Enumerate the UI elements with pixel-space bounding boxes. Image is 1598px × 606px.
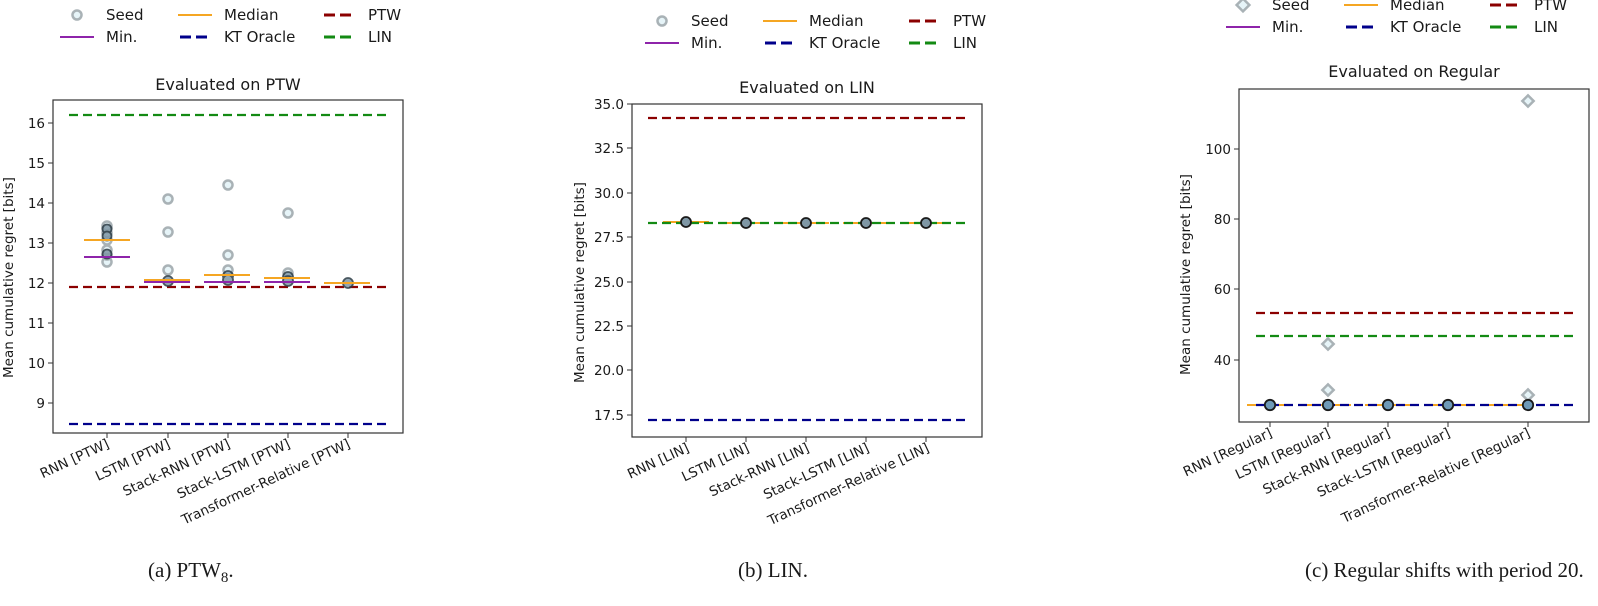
seed-marker-icon [60,8,94,22]
chart-title: Evaluated on PTW [155,75,301,94]
legend-item-ptw: PTW [1488,0,1567,14]
min-lines [84,256,310,283]
legend-item-min: Min. [1226,18,1303,36]
kt-oracle-dash-icon [1344,20,1378,34]
legend-item-min: Min. [645,34,722,52]
legend-item-min: Min. [60,28,137,46]
chart-title: Evaluated on LIN [739,78,875,97]
svg-text:11: 11 [28,316,45,332]
figure-caption: (a) PTW8. [148,558,234,587]
kt-oracle-dash-icon [763,36,797,50]
min-line-icon [60,30,94,44]
legend-item-ptw: PTW [322,6,401,24]
legend-item-seed: Seed [1226,0,1310,14]
legend-item-median: Median [763,12,864,30]
svg-text:12: 12 [28,276,45,292]
svg-text:14: 14 [28,196,45,212]
median-lines [84,239,370,284]
panel-lin: Seed Median PTW Min. KT Oracle LIN Evalu… [520,0,1040,606]
svg-text:40: 40 [1214,353,1231,369]
legend-item-kt-oracle: KT Oracle [1344,18,1461,36]
svg-text:Stack-RNN [LIN]: Stack-RNN [LIN] [707,440,812,500]
seed-outlier-markers [1320,93,1536,403]
figure-caption: (b) LIN. [738,558,808,582]
seed-marker-icon [645,14,679,28]
svg-text:100: 100 [1205,142,1231,158]
svg-text:80: 80 [1214,212,1231,228]
svg-text:15: 15 [28,156,45,172]
lin-dash-icon [1488,20,1522,34]
ptw-dash-icon [322,8,356,22]
figure-caption: (c) Regular shifts with period 20. [1305,558,1584,582]
min-line-icon [645,36,679,50]
seed-markers [1263,398,1535,412]
legend: Seed Median PTW Min. KT Oracle LIN [60,6,410,50]
svg-text:22.5: 22.5 [594,319,624,335]
svg-text:30.0: 30.0 [594,186,624,202]
median-line-icon [1344,0,1378,12]
legend-item-median: Median [178,6,279,24]
plot-area: 16 15 14 13 12 11 10 9 [28,99,404,529]
svg-text:25.0: 25.0 [594,275,624,291]
legend-item-seed: Seed [645,12,729,30]
svg-text:32.5: 32.5 [594,141,624,157]
plot-area: 100 80 60 40 RNN [Regular] LSTM [R [1181,88,1590,527]
min-line-icon [1226,20,1260,34]
legend-item-seed: Seed [60,6,144,24]
seed-markers [101,179,294,279]
svg-text:9: 9 [36,396,45,412]
panel-regular: Seed Median PTW Min. KT Oracle LIN Evalu… [1040,0,1598,606]
ptw-dash-icon [1488,0,1522,12]
lin-dash-icon [322,30,356,44]
legend: Seed Median PTW Min. KT Oracle LIN [1226,0,1576,40]
plot-area: 35.0 32.5 30.0 27.5 25.0 22.5 20.0 17.5 … [594,97,983,529]
ptw-dash-icon [907,14,941,28]
legend-item-median: Median [1344,0,1445,14]
legend-item-lin: LIN [907,34,977,52]
legend-item-lin: LIN [322,28,392,46]
legend: Seed Median PTW Min. KT Oracle LIN [645,12,995,56]
svg-text:16: 16 [28,116,45,132]
legend-item-kt-oracle: KT Oracle [178,28,295,46]
svg-text:27.5: 27.5 [594,230,624,246]
legend-item-lin: LIN [1488,18,1558,36]
svg-text:20.0: 20.0 [594,363,624,379]
legend-item-ptw: PTW [907,12,986,30]
panel-ptw: Seed Median PTW Min. KT Oracle LIN Evalu… [0,0,520,606]
svg-text:17.5: 17.5 [594,408,624,424]
seed-marker-icon [1226,0,1260,14]
legend-item-kt-oracle: KT Oracle [763,34,880,52]
median-line-icon [178,8,212,22]
median-line-icon [763,14,797,28]
svg-text:35.0: 35.0 [594,97,624,113]
svg-text:10: 10 [28,356,45,372]
chart-title: Evaluated on Regular [1328,62,1500,81]
svg-text:60: 60 [1214,282,1231,298]
svg-text:13: 13 [28,236,45,252]
seed-markers [680,216,932,229]
kt-oracle-dash-icon [178,30,212,44]
lin-dash-icon [907,36,941,50]
y-ticks [48,122,53,404]
